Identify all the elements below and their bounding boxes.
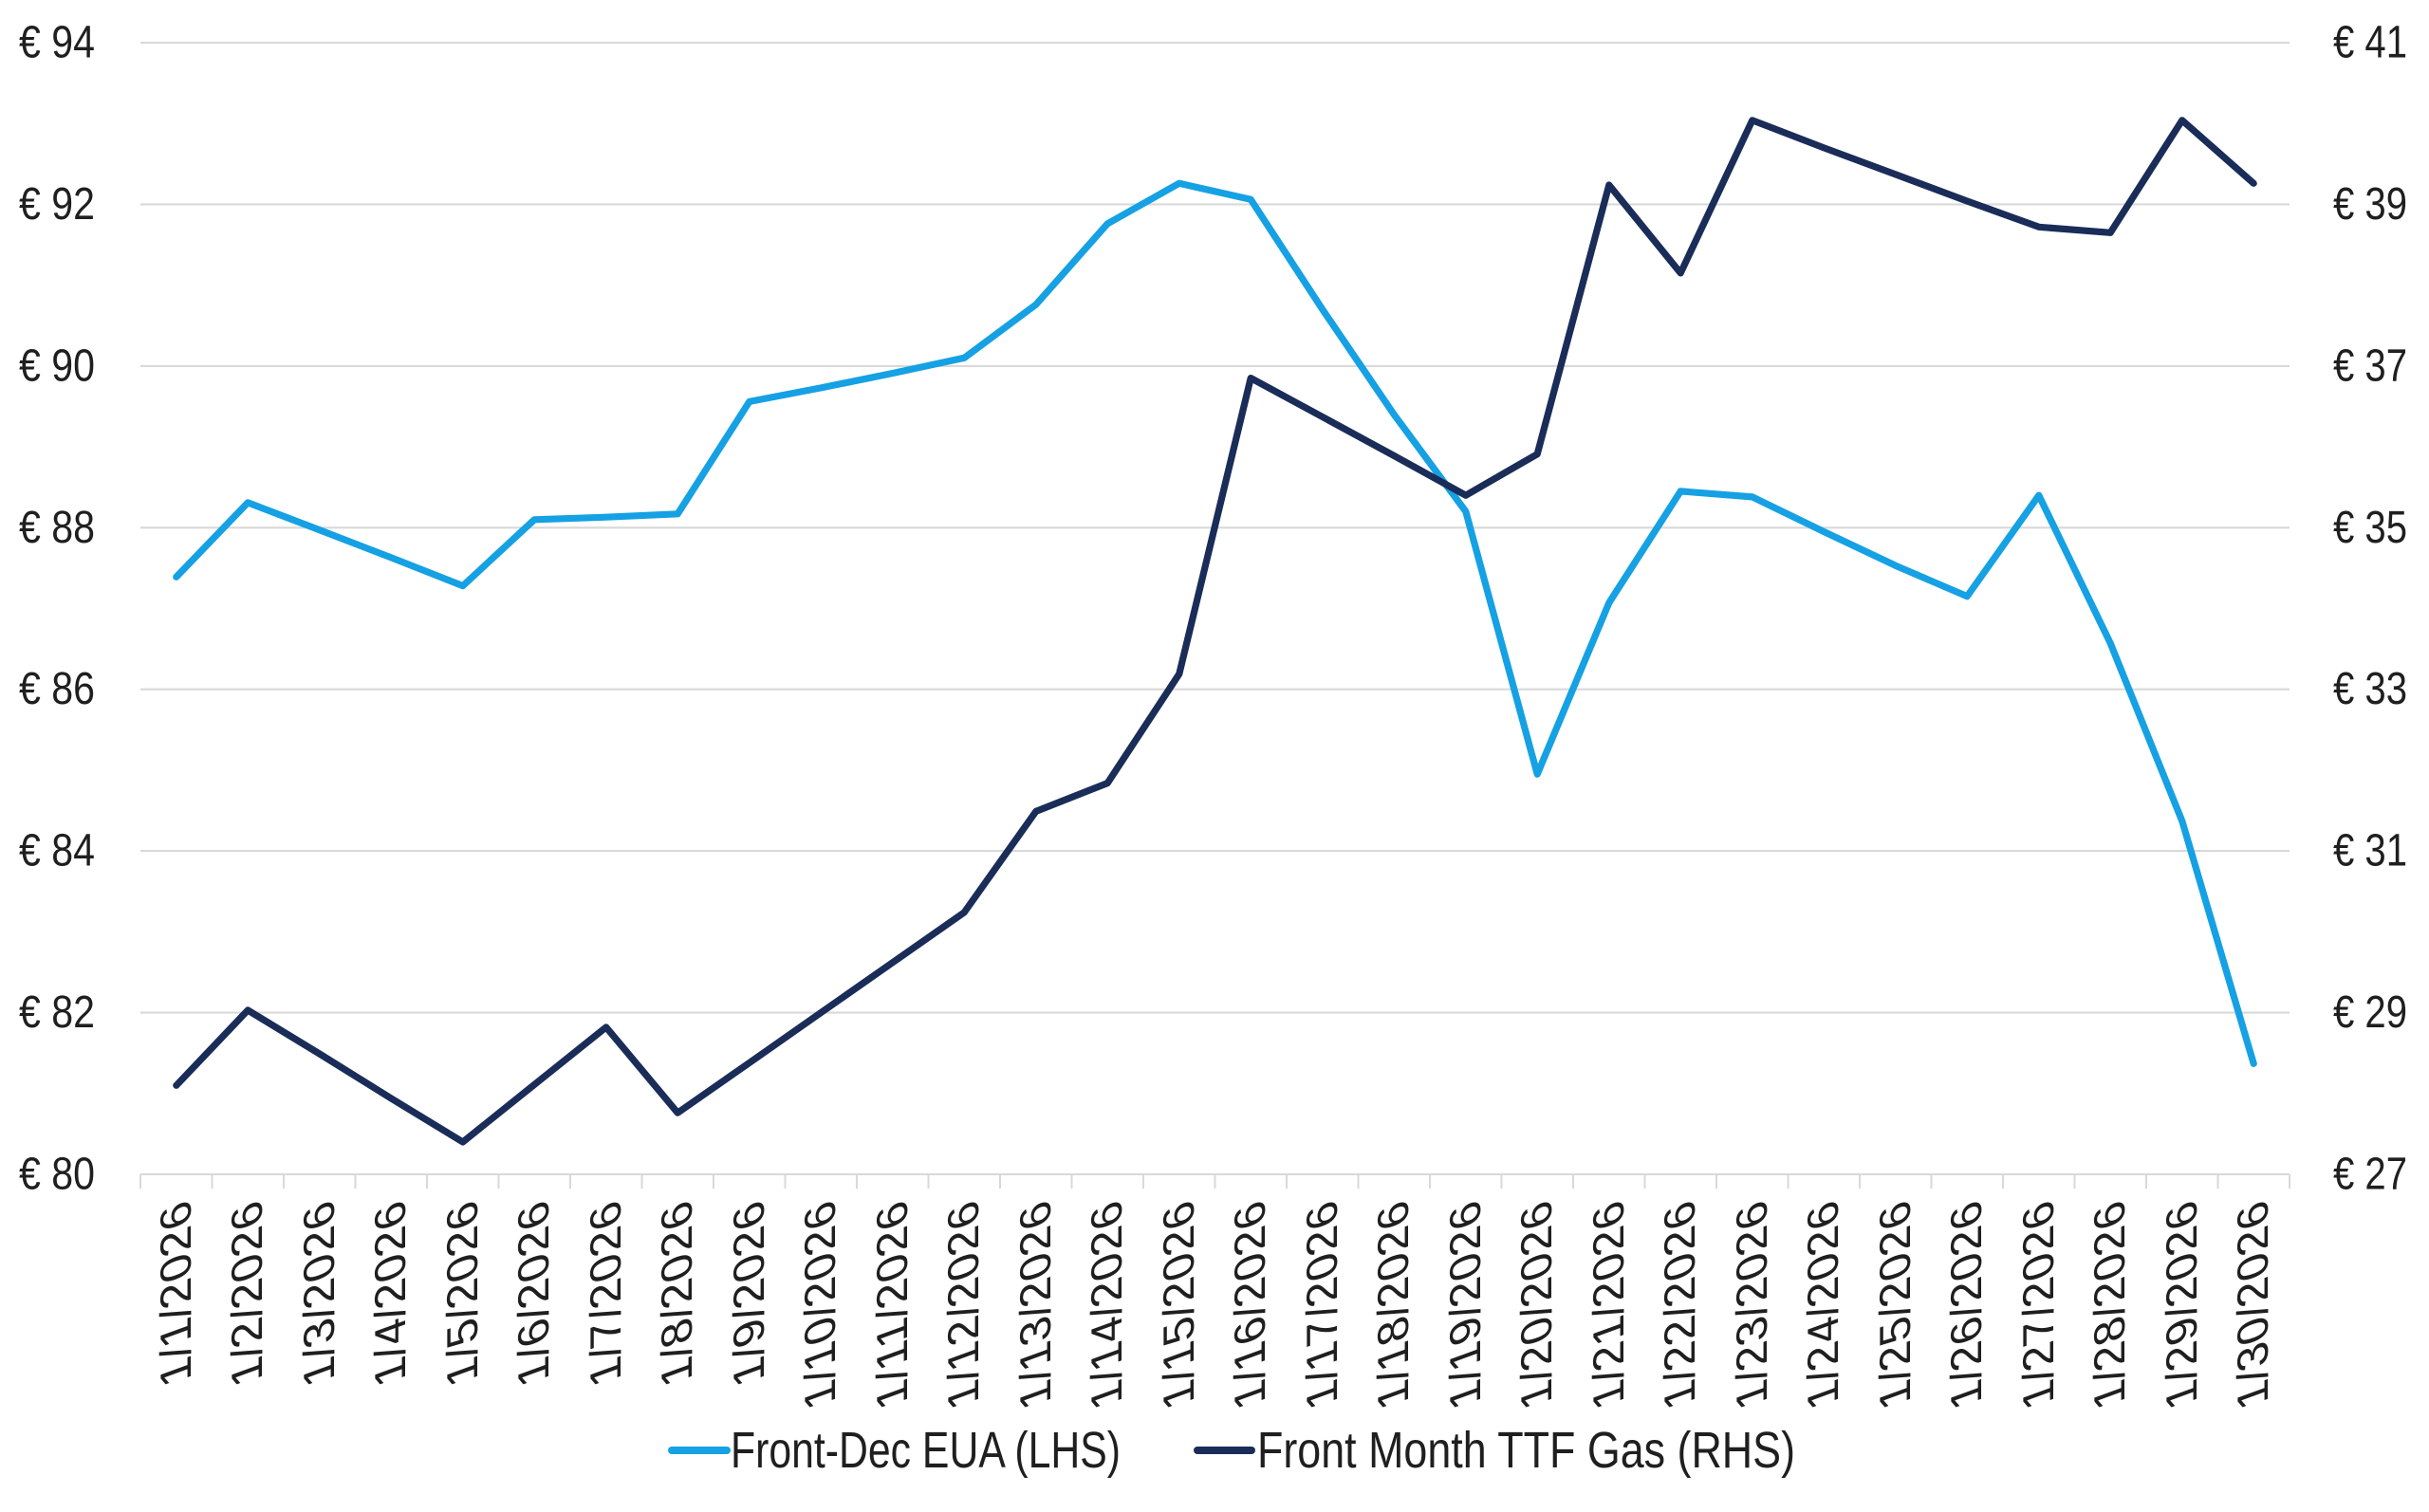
svg-text:1/25/2026: 1/25/2026: [1871, 1194, 1919, 1417]
svg-text:€ 29: € 29: [2333, 987, 2407, 1038]
svg-text:1/22/2026: 1/22/2026: [1657, 1194, 1705, 1417]
svg-text:1/21/2026: 1/21/2026: [1585, 1194, 1633, 1417]
svg-text:1/13/2026: 1/13/2026: [1011, 1194, 1060, 1417]
svg-text:1/28/2026: 1/28/2026: [2086, 1194, 2135, 1417]
svg-text:€ 80: € 80: [19, 1150, 95, 1200]
svg-text:1/10/2026: 1/10/2026: [797, 1194, 845, 1417]
svg-text:€ 82: € 82: [19, 987, 95, 1038]
svg-text:€ 86: € 86: [19, 664, 95, 714]
svg-text:1/17/2026: 1/17/2026: [1298, 1194, 1346, 1417]
svg-text:€ 37: € 37: [2333, 341, 2407, 391]
svg-text:1/16/2026: 1/16/2026: [1227, 1194, 1275, 1417]
svg-text:€ 33: € 33: [2333, 664, 2407, 714]
svg-text:1/5/2026: 1/5/2026: [438, 1194, 487, 1394]
svg-text:1/27/2026: 1/27/2026: [2014, 1194, 2063, 1417]
svg-text:1/23/2026: 1/23/2026: [1728, 1194, 1776, 1417]
svg-text:1/18/2026: 1/18/2026: [1370, 1194, 1418, 1417]
svg-text:1/3/2026: 1/3/2026: [295, 1194, 343, 1394]
svg-text:€ 27: € 27: [2333, 1150, 2407, 1200]
svg-text:1/30/2026: 1/30/2026: [2230, 1194, 2278, 1417]
svg-text:1/26/2026: 1/26/2026: [1943, 1194, 1992, 1417]
svg-text:1/19/2026: 1/19/2026: [1441, 1194, 1490, 1417]
svg-text:€ 92: € 92: [19, 179, 95, 230]
svg-text:1/4/2026: 1/4/2026: [367, 1194, 416, 1394]
svg-text:1/20/2026: 1/20/2026: [1513, 1194, 1562, 1417]
svg-text:1/1/2026: 1/1/2026: [152, 1194, 200, 1394]
svg-text:1/11/2026: 1/11/2026: [868, 1194, 917, 1417]
svg-text:Front Month TTF Gas (RHS): Front Month TTF Gas (RHS): [1257, 1422, 1795, 1479]
svg-text:€ 90: € 90: [19, 341, 95, 391]
svg-text:1/6/2026: 1/6/2026: [510, 1194, 559, 1394]
svg-text:1/9/2026: 1/9/2026: [725, 1194, 773, 1394]
svg-text:€ 41: € 41: [2333, 18, 2407, 68]
svg-text:1/14/2026: 1/14/2026: [1084, 1194, 1132, 1417]
svg-text:1/7/2026: 1/7/2026: [582, 1194, 630, 1394]
svg-text:€ 39: € 39: [2333, 179, 2407, 230]
svg-text:€ 94: € 94: [19, 18, 95, 68]
svg-text:€ 84: € 84: [19, 826, 95, 876]
svg-text:1/29/2026: 1/29/2026: [2158, 1194, 2206, 1417]
svg-text:€ 88: € 88: [19, 503, 95, 553]
svg-text:€ 35: € 35: [2333, 503, 2407, 553]
svg-text:1/8/2026: 1/8/2026: [654, 1194, 702, 1394]
svg-text:1/12/2026: 1/12/2026: [940, 1194, 989, 1417]
svg-text:Front-Dec EUA (LHS): Front-Dec EUA (LHS): [731, 1422, 1121, 1479]
svg-text:€ 31: € 31: [2333, 826, 2407, 876]
svg-text:1/24/2026: 1/24/2026: [1800, 1194, 1848, 1417]
svg-text:1/15/2026: 1/15/2026: [1155, 1194, 1203, 1417]
svg-text:1/2/2026: 1/2/2026: [224, 1194, 272, 1394]
